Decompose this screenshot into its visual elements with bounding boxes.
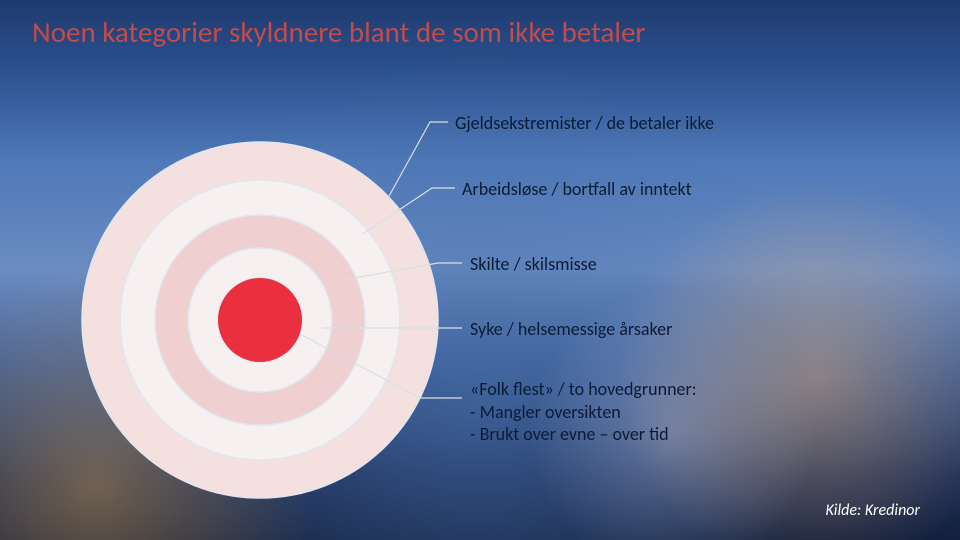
source-credit: Kilde: Kredinor <box>825 501 920 520</box>
callout-label-3: Syke / helsemessige årsaker <box>470 318 672 341</box>
target-center <box>218 278 302 362</box>
callout-label-0: Gjeldsekstremister / de betaler ikke <box>455 112 714 135</box>
slide-background: Noen kategorier skyldnere blant de som i… <box>0 0 960 540</box>
callout-line-0 <box>388 122 448 198</box>
callout-label-4: «Folk flest» / to hovedgrunner: - Mangle… <box>470 378 697 446</box>
callout-label-2: Skilte / skilsmisse <box>470 253 597 276</box>
callout-label-1: Arbeidsløse / bortfall av inntekt <box>462 178 692 201</box>
